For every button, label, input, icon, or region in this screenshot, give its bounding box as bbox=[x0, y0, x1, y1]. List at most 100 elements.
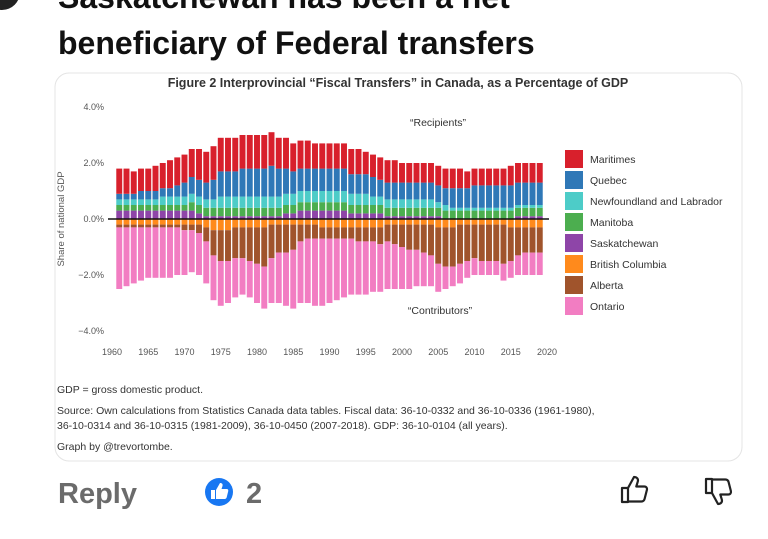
bar-segment bbox=[522, 207, 529, 217]
bar-segment bbox=[493, 210, 500, 219]
bar-segment bbox=[536, 227, 543, 253]
bar-segment bbox=[210, 230, 217, 256]
x-tick-label: 1970 bbox=[174, 347, 194, 357]
bar-segment bbox=[478, 185, 485, 208]
bar-segment bbox=[254, 196, 260, 208]
bar-segment bbox=[239, 219, 246, 228]
bar-segment bbox=[283, 193, 289, 205]
bar-segment bbox=[449, 219, 456, 228]
bar-segment bbox=[457, 168, 463, 189]
x-tick-label: 1985 bbox=[283, 347, 303, 357]
bar-segment bbox=[116, 210, 123, 219]
bar-segment bbox=[138, 219, 144, 225]
bar-segment bbox=[464, 171, 471, 189]
bar-segment bbox=[355, 205, 362, 214]
bar-segment bbox=[217, 219, 224, 231]
thumbs-up-button[interactable] bbox=[620, 475, 649, 504]
bar-segment bbox=[159, 219, 166, 225]
bar-segment bbox=[138, 191, 144, 200]
bar-segment bbox=[435, 263, 442, 292]
bar-segment bbox=[174, 227, 181, 275]
bar-segment bbox=[319, 168, 326, 191]
bar-segment bbox=[500, 185, 507, 208]
bar-segment bbox=[159, 205, 166, 211]
bar-segment bbox=[145, 191, 152, 200]
y-tick-label: 4.0% bbox=[83, 102, 104, 112]
bar-segment bbox=[312, 143, 318, 169]
bar-segment bbox=[319, 202, 326, 211]
bar-segment bbox=[254, 263, 260, 303]
bar-segment bbox=[471, 224, 478, 259]
bar-segment bbox=[406, 199, 413, 208]
bar-segment bbox=[261, 168, 268, 197]
bar-segment bbox=[326, 219, 333, 228]
bar-segment bbox=[384, 160, 391, 183]
bar-segment bbox=[370, 177, 376, 197]
bar-segment bbox=[239, 135, 246, 169]
bar-segment bbox=[312, 238, 318, 306]
bar-segment bbox=[406, 216, 413, 219]
bar-segment bbox=[210, 179, 217, 200]
bar-segment bbox=[159, 196, 166, 205]
bar-segment bbox=[333, 143, 340, 169]
bar-segment bbox=[319, 210, 326, 219]
bar-segment bbox=[384, 182, 391, 200]
bar-segment bbox=[167, 160, 173, 189]
bar-segment bbox=[507, 227, 514, 261]
y-tick-label: 0.0% bbox=[83, 214, 104, 224]
avatar[interactable] bbox=[0, 0, 20, 10]
bar-segment bbox=[341, 191, 347, 203]
bar-segment bbox=[116, 227, 123, 289]
annotation: “Contributors” bbox=[408, 305, 473, 317]
legend-swatch bbox=[565, 297, 583, 315]
bar-segment bbox=[174, 185, 181, 197]
bar-segment bbox=[370, 213, 376, 219]
bar-segment bbox=[442, 210, 449, 219]
bar-segment bbox=[529, 182, 536, 205]
bar-segment bbox=[261, 266, 268, 309]
bar-segment bbox=[457, 188, 463, 208]
like-glyph bbox=[211, 483, 229, 499]
bar-segment bbox=[181, 210, 188, 219]
bar-segment bbox=[138, 210, 144, 219]
bar-segment bbox=[283, 137, 289, 169]
bar-segment bbox=[297, 219, 304, 225]
bar-segment bbox=[435, 216, 442, 219]
bar-segment bbox=[246, 135, 253, 169]
bar-segment bbox=[145, 224, 152, 228]
bar-segment bbox=[333, 202, 340, 211]
bar-segment bbox=[167, 219, 173, 225]
bar-segment bbox=[536, 207, 543, 217]
bar-segment bbox=[507, 219, 514, 228]
bar-segment bbox=[471, 185, 478, 208]
bar-segment bbox=[174, 205, 181, 211]
bar-segment bbox=[246, 219, 253, 228]
bar-segment bbox=[435, 202, 442, 208]
bar-segment bbox=[232, 219, 239, 228]
bar-segment bbox=[435, 219, 442, 228]
bar-segment bbox=[529, 163, 536, 183]
bar-segment bbox=[500, 168, 507, 186]
bar-segment bbox=[290, 193, 297, 205]
bar-segment bbox=[232, 227, 239, 259]
bar-segment bbox=[123, 210, 130, 219]
bar-segment bbox=[435, 227, 442, 264]
bar-segment bbox=[319, 219, 326, 228]
bar-segment bbox=[370, 205, 376, 214]
bar-segment bbox=[486, 185, 492, 208]
x-tick-label: 1960 bbox=[102, 347, 122, 357]
bar-segment bbox=[181, 154, 188, 183]
legend: Maritimes Quebec Newfoundland and Labrador… bbox=[565, 150, 723, 315]
like-badge[interactable] bbox=[205, 478, 233, 506]
legend-swatch bbox=[565, 276, 583, 294]
bar-segment bbox=[130, 205, 137, 211]
thumbs-down-button[interactable] bbox=[704, 477, 733, 506]
bar-segment bbox=[341, 238, 347, 298]
bar-segment bbox=[420, 252, 427, 287]
reply-button[interactable]: Reply bbox=[58, 478, 137, 510]
bar-segment bbox=[225, 216, 231, 219]
bar-segment bbox=[290, 205, 297, 214]
bar-segment bbox=[355, 193, 362, 205]
bar-segment bbox=[174, 210, 181, 219]
